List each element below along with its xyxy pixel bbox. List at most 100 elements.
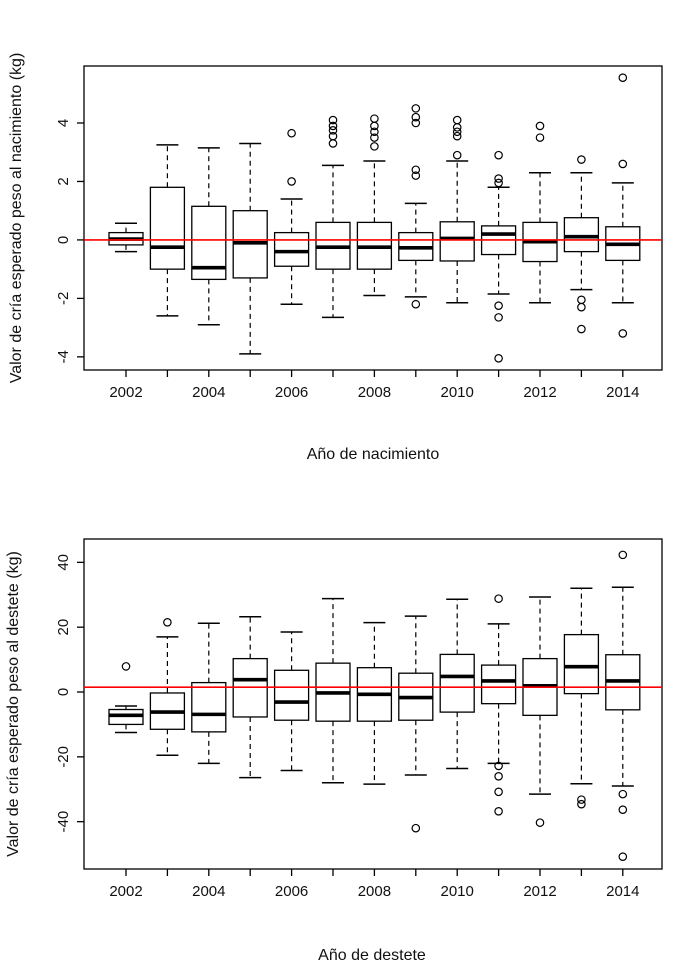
box-2005 — [232, 142, 268, 355]
outlier-point — [577, 295, 586, 305]
outlier-point — [618, 550, 628, 560]
panel-top: -4 -2 0 2 4 2002 2004 2006 2008 2010 2012 2014 — [55, 65, 663, 401]
top-x-axis-title: Año de nacimiento — [306, 446, 440, 463]
outlier-point — [452, 123, 462, 132]
box-2008 — [356, 621, 393, 785]
outlier-point — [287, 177, 296, 186]
outlier-point — [494, 174, 503, 183]
outlier-point — [452, 131, 462, 141]
outlier-point — [494, 150, 503, 160]
box-2009 — [398, 104, 434, 309]
outlier-point — [618, 159, 628, 169]
iqr-box — [273, 231, 310, 267]
x-tick-label: 2010 — [441, 384, 474, 401]
box-2003 — [149, 144, 186, 317]
box-2013 — [563, 155, 600, 334]
y-tick-label: 4 — [55, 119, 72, 127]
y-tick-label: 2 — [55, 177, 72, 185]
outlier-point — [577, 324, 586, 334]
y-tick-label: 0 — [55, 688, 72, 696]
x-tick-label: 2012 — [523, 384, 556, 401]
y-tick-label: -2 — [55, 292, 72, 305]
iqr-box — [273, 669, 310, 721]
outlier-point — [618, 789, 628, 799]
bottom-y-axis-title: Valor de cría esperado peso al destete (… — [5, 551, 22, 857]
box-2012 — [522, 121, 558, 304]
x-tick-label: 2008 — [358, 384, 391, 401]
outlier-point — [411, 823, 421, 833]
y-tick-label: -20 — [55, 746, 72, 768]
outlier-point — [494, 761, 503, 771]
x-tick-label: 2012 — [523, 883, 556, 900]
outlier-point — [287, 128, 296, 138]
outlier-point — [494, 771, 503, 781]
outlier-point — [535, 133, 545, 142]
bottom-x-axis-title: Año de destete — [318, 947, 426, 964]
x-tick-label: 2014 — [606, 883, 639, 900]
outlier-point — [452, 150, 462, 160]
panel-bottom: -40 -20 0 20 40 2002 2004 2006 2008 2010 2012 2014 — [55, 538, 663, 900]
box-2004 — [191, 622, 227, 765]
outlier-point — [370, 127, 379, 137]
box-2012 — [522, 596, 558, 827]
outlier-point — [411, 165, 421, 175]
iqr-box — [439, 221, 475, 262]
outlier-point — [328, 115, 338, 125]
outlier-point — [370, 133, 379, 142]
box-2006 — [273, 631, 310, 772]
outlier-point — [618, 329, 628, 338]
outlier-point — [494, 178, 503, 188]
iqr-box — [563, 633, 600, 695]
iqr-box — [563, 217, 600, 253]
outlier-point — [494, 594, 503, 603]
box-2007 — [315, 597, 351, 784]
box-2002 — [108, 662, 144, 734]
outlier-point — [328, 121, 338, 131]
x-tick-label: 2004 — [192, 883, 225, 900]
box-2005 — [232, 616, 268, 779]
box-2008 — [356, 114, 393, 297]
y-tick-label: -4 — [55, 350, 72, 363]
outlier-point — [494, 354, 503, 363]
box-2010 — [439, 598, 475, 770]
outlier-point — [328, 139, 338, 148]
outlier-point — [577, 799, 586, 809]
x-tick-label: 2006 — [275, 384, 308, 401]
outlier-point — [328, 126, 338, 135]
outlier-point — [577, 155, 586, 164]
outlier-point — [494, 313, 503, 322]
box-2006 — [273, 128, 310, 305]
box-2004 — [191, 147, 227, 326]
outlier-point — [618, 73, 628, 82]
box-2010 — [439, 115, 475, 304]
outlier-point — [370, 142, 379, 151]
box-2011 — [480, 150, 517, 363]
outlier-point — [411, 171, 421, 180]
box-2009 — [398, 615, 434, 833]
x-tick-label: 2004 — [192, 384, 225, 401]
outlier-point — [618, 805, 628, 814]
outlier-point — [618, 852, 628, 861]
x-tick-label: 2014 — [606, 384, 639, 401]
y-tick-label: 0 — [55, 236, 72, 244]
outlier-point — [577, 795, 586, 804]
outlier-point — [163, 618, 172, 627]
box-2003 — [149, 618, 186, 756]
iqr-box — [191, 681, 227, 733]
box-2014 — [605, 73, 641, 338]
outlier-point — [411, 112, 421, 122]
box-2011 — [480, 594, 517, 816]
outlier-point — [494, 806, 503, 816]
outlier-point — [535, 121, 545, 131]
box-2013 — [563, 587, 600, 809]
x-tick-label: 2006 — [275, 883, 308, 900]
x-tick-label: 2002 — [109, 883, 142, 900]
x-tick-label: 2010 — [441, 883, 474, 900]
top-y-axis-title: Valor de cría esperado peso al nacimient… — [8, 52, 25, 384]
plot-border — [83, 538, 663, 870]
x-tick-label: 2002 — [109, 384, 142, 401]
box-2002 — [108, 222, 144, 253]
outlier-point — [411, 299, 421, 309]
